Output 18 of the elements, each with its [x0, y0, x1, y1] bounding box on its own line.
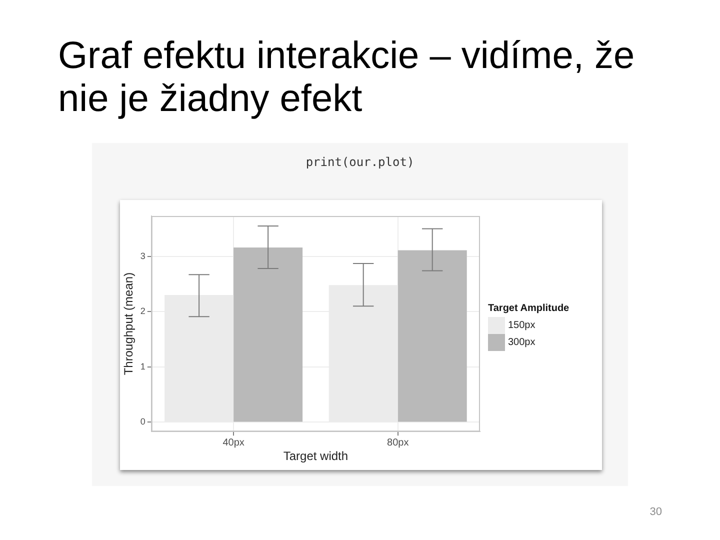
y-tick-label: 1 [140, 361, 146, 372]
x-axis-title: Target width [283, 449, 348, 464]
y-tick-label: 2 [140, 306, 146, 316]
legend-label: 150px [508, 320, 536, 331]
y-axis-title: Throughput (mean) [122, 272, 136, 376]
x-tick-label: 40px [222, 437, 244, 448]
bar [234, 248, 303, 422]
text: 30 [648, 506, 662, 518]
text: print(our.plot) [304, 155, 416, 169]
bar [398, 250, 467, 422]
y-tick-label: 0 [140, 416, 146, 427]
legend-label: 300px [508, 337, 536, 348]
legend-title: Target Amplitude [488, 303, 570, 314]
bar [328, 285, 398, 422]
y-tick-label: 3 [140, 250, 146, 261]
chart-title: Graf efektu interakcie – vidíme, že nie je žiadny efekt [58, 35, 636, 121]
x-tick-label: 80px [387, 437, 409, 448]
bar [164, 295, 234, 422]
